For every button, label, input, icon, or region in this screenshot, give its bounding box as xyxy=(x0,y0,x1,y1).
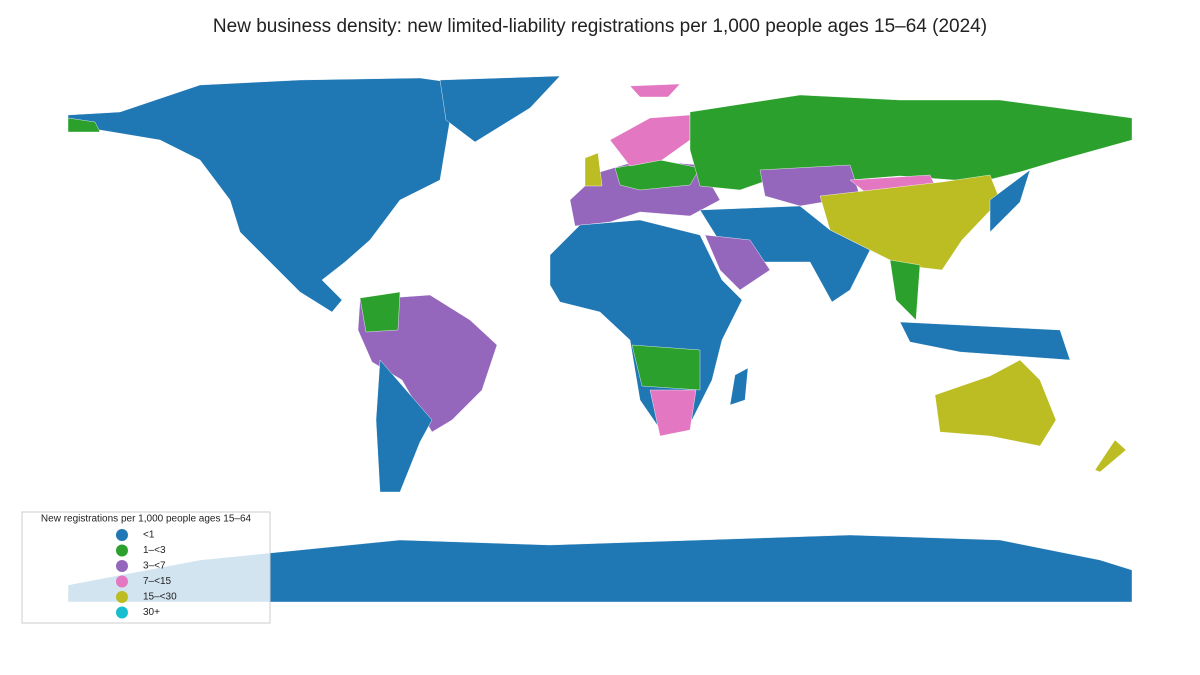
legend-label: 15–<30 xyxy=(143,592,177,603)
legend-label: 3–<7 xyxy=(143,561,166,572)
indonesia xyxy=(899,321,1071,361)
world-map xyxy=(67,75,1133,603)
australia xyxy=(934,359,1057,447)
antarctica xyxy=(67,534,1133,603)
scandinavia xyxy=(609,114,691,167)
legend-swatch xyxy=(116,529,128,541)
saudi-arabia xyxy=(704,234,771,291)
southeast-asia xyxy=(889,259,921,321)
greenland xyxy=(439,75,561,143)
legend-items: <1 1–<3 3–<7 7–<15 15–<30 30+ xyxy=(116,529,177,619)
legend-swatch xyxy=(116,606,128,619)
legend-swatch xyxy=(116,560,128,572)
legend-box xyxy=(21,511,271,624)
legend-label: 30+ xyxy=(143,607,160,618)
svalbard xyxy=(629,83,681,98)
chart-title: New business density: new limited-liabil… xyxy=(213,16,987,37)
new-zealand xyxy=(1094,439,1127,473)
legend: New registrations per 1,000 people ages … xyxy=(21,511,271,624)
colombia xyxy=(359,291,401,333)
alaska-west xyxy=(67,117,101,133)
legend-label: 7–<15 xyxy=(143,576,172,587)
legend-title: New registrations per 1,000 people ages … xyxy=(41,514,252,525)
japan xyxy=(989,169,1031,233)
uk xyxy=(584,152,603,187)
legend-label: 1–<3 xyxy=(143,545,166,556)
legend-swatch xyxy=(116,544,128,557)
south-africa xyxy=(649,389,697,437)
legend-swatch xyxy=(116,591,128,603)
north-america xyxy=(67,77,471,313)
madagascar xyxy=(729,367,749,406)
russia xyxy=(689,94,1133,191)
southern-cone xyxy=(375,359,433,493)
legend-swatch xyxy=(116,575,128,588)
southern-africa-band xyxy=(631,344,701,391)
legend-label: <1 xyxy=(143,530,155,541)
